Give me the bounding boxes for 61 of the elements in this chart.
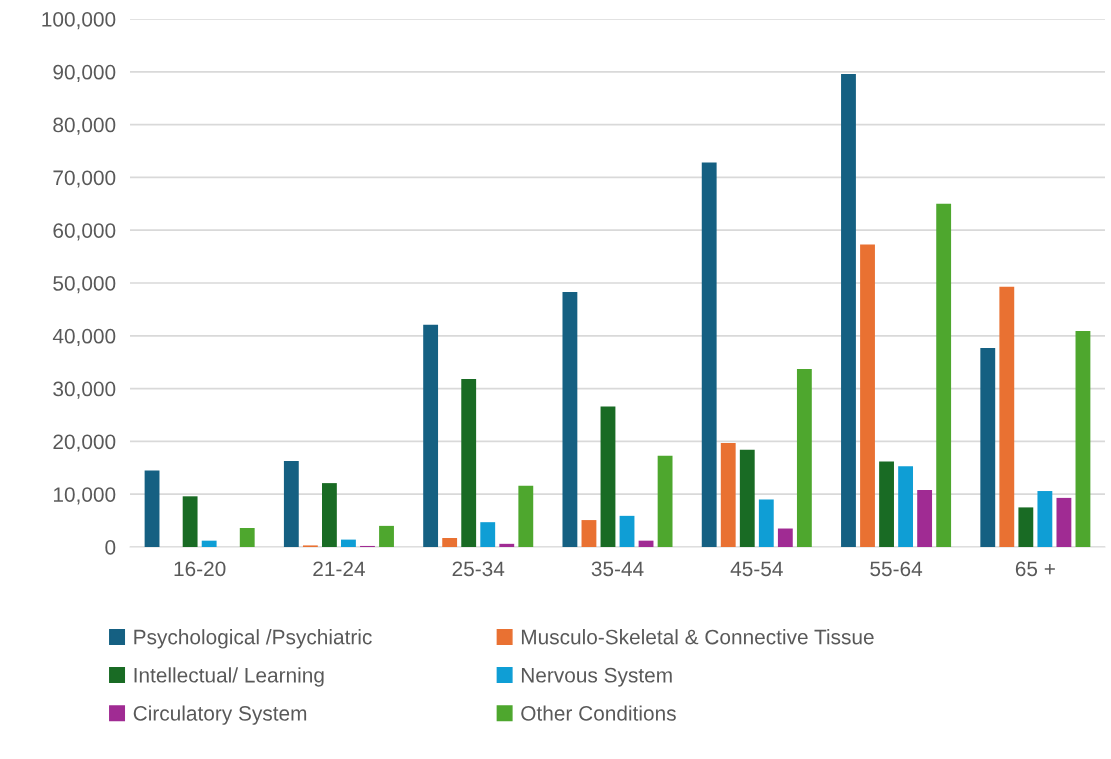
- y-tick-label: 100,000: [42, 12, 116, 30]
- x-tick-label: 21-24: [313, 561, 365, 576]
- bar: [739, 449, 755, 547]
- bar: [562, 291, 578, 547]
- bar: [321, 483, 337, 547]
- bar: [581, 520, 597, 547]
- y-tick-label: 20,000: [53, 434, 116, 452]
- bar: [917, 489, 933, 547]
- bar: [999, 286, 1015, 547]
- bar: [600, 406, 616, 547]
- bar: [182, 496, 198, 547]
- bar: [720, 442, 736, 547]
- bar: [1075, 331, 1091, 547]
- bar: [879, 461, 894, 547]
- bar: [619, 515, 635, 547]
- x-tick-label: 35-44: [591, 561, 644, 577]
- bar: [461, 379, 477, 547]
- bar: [423, 324, 439, 547]
- x-tick-label: 16-20: [174, 561, 226, 577]
- bar: [898, 466, 914, 547]
- x-tick-label: 65 +: [1015, 561, 1055, 577]
- bar: [499, 543, 515, 547]
- bar: [701, 162, 717, 547]
- bar: [144, 470, 160, 547]
- bar: [796, 369, 812, 547]
- bar: [980, 347, 996, 547]
- y-tick-label: 30,000: [53, 381, 116, 399]
- bar: [518, 485, 534, 547]
- bar: [239, 527, 255, 547]
- y-tick-label: 90,000: [53, 64, 116, 83]
- bar: [936, 203, 952, 547]
- bar: [1056, 497, 1072, 547]
- y-tick-label: 40,000: [52, 328, 116, 347]
- legend-label: Circulatory System: [133, 705, 307, 725]
- bar: [841, 73, 856, 547]
- x-tick-label: 55-64: [870, 561, 923, 577]
- y-tick-label: 10,000: [53, 487, 116, 505]
- bar: [442, 538, 458, 547]
- legend-label: Other Conditions: [521, 705, 676, 721]
- y-tick-label: 70,000: [53, 170, 116, 188]
- bar: [1018, 507, 1034, 547]
- bar: [480, 522, 496, 547]
- bar: [283, 460, 299, 547]
- y-tick-label: 0: [105, 540, 116, 555]
- legend-label: Intellectual/ Learning: [134, 667, 324, 687]
- y-tick-label: 80,000: [53, 117, 116, 135]
- bar: [1037, 491, 1053, 547]
- x-tick-label: 25-34: [452, 561, 505, 577]
- legend-label: Nervous System: [521, 667, 672, 687]
- bar: [758, 499, 774, 547]
- bar: [379, 525, 394, 547]
- x-tick-label: 45-54: [730, 561, 783, 577]
- bar: [777, 528, 793, 547]
- bar: [341, 539, 356, 547]
- y-tick-label: 50,000: [53, 276, 116, 294]
- y-tick-label: 60,000: [53, 223, 116, 241]
- legend-label: Musculo-Skeletal & Connective Tissue: [521, 629, 874, 645]
- legend-label: Psychological /Psychiatric: [134, 629, 372, 649]
- bar: [860, 244, 875, 547]
- bar: [201, 540, 217, 547]
- bar: [657, 455, 673, 547]
